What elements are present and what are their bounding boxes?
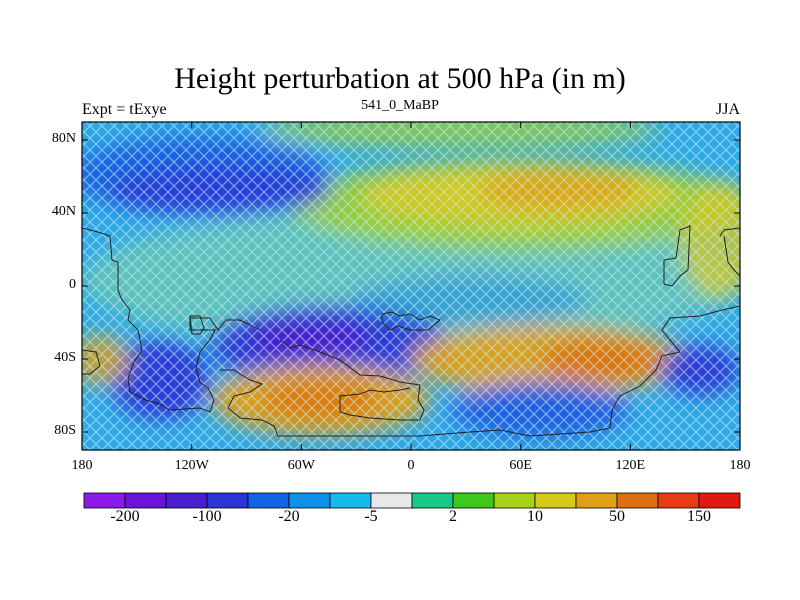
- colorbar-swatch: [493, 492, 536, 509]
- lon-tick-label: 180: [71, 458, 93, 473]
- colorbar-swatch: [657, 492, 700, 509]
- colorbar-swatch: [616, 492, 659, 509]
- lat-tick-label: 80S: [54, 423, 76, 438]
- lon-tick-label: 120W: [174, 458, 209, 473]
- lon-tick-label: 60E: [509, 458, 532, 473]
- lat-tick-label: 0: [69, 277, 76, 292]
- colorbar-swatch: [534, 492, 577, 509]
- colorbar-label: -100: [192, 508, 222, 525]
- lon-tick-label: 0: [407, 458, 415, 473]
- colorbar-label: -200: [110, 508, 140, 525]
- lon-tick-label: 120E: [615, 458, 646, 473]
- colorbar-label: 150: [687, 508, 711, 525]
- colorbar-swatch: [206, 492, 249, 509]
- map-title: Height perturbation at 500 hPa (in m): [174, 62, 626, 95]
- colorbar-swatch: [698, 492, 741, 509]
- colorbar-swatch: [288, 492, 331, 509]
- tick-marks: [81, 122, 741, 450]
- colorbar-swatch: [575, 492, 618, 509]
- colorbar-swatch: [411, 492, 454, 509]
- colorbar-swatch: [83, 492, 126, 509]
- season-label: JJA: [715, 101, 740, 118]
- case-label: 541_0_MaBP: [361, 98, 439, 113]
- coastline-layer: [82, 225, 740, 437]
- field-layer: [82, 122, 740, 450]
- experiment-label: Expt = tExye: [82, 101, 167, 118]
- lon-tick-label: 60W: [287, 458, 315, 473]
- colorbar-swatch: [452, 492, 495, 509]
- colorbar-label: -5: [364, 508, 378, 525]
- lon-tick-label: 180: [729, 458, 751, 473]
- colorbar-swatch: [165, 492, 208, 509]
- colorbar-swatch: [370, 492, 413, 509]
- colorbar-label: 50: [609, 508, 625, 525]
- lat-tick-label: 40S: [54, 350, 76, 365]
- colorbar-swatch: [247, 492, 290, 509]
- colorbar-swatch: [124, 492, 167, 509]
- colorbar-label: 10: [527, 508, 543, 525]
- lat-tick-label: 80N: [51, 131, 76, 146]
- colorbar-label: 2: [449, 508, 457, 525]
- colorbar: [83, 492, 741, 509]
- colorbar-swatch: [329, 492, 372, 509]
- lat-tick-label: 40N: [51, 204, 76, 219]
- colorbar-label: -20: [278, 508, 300, 525]
